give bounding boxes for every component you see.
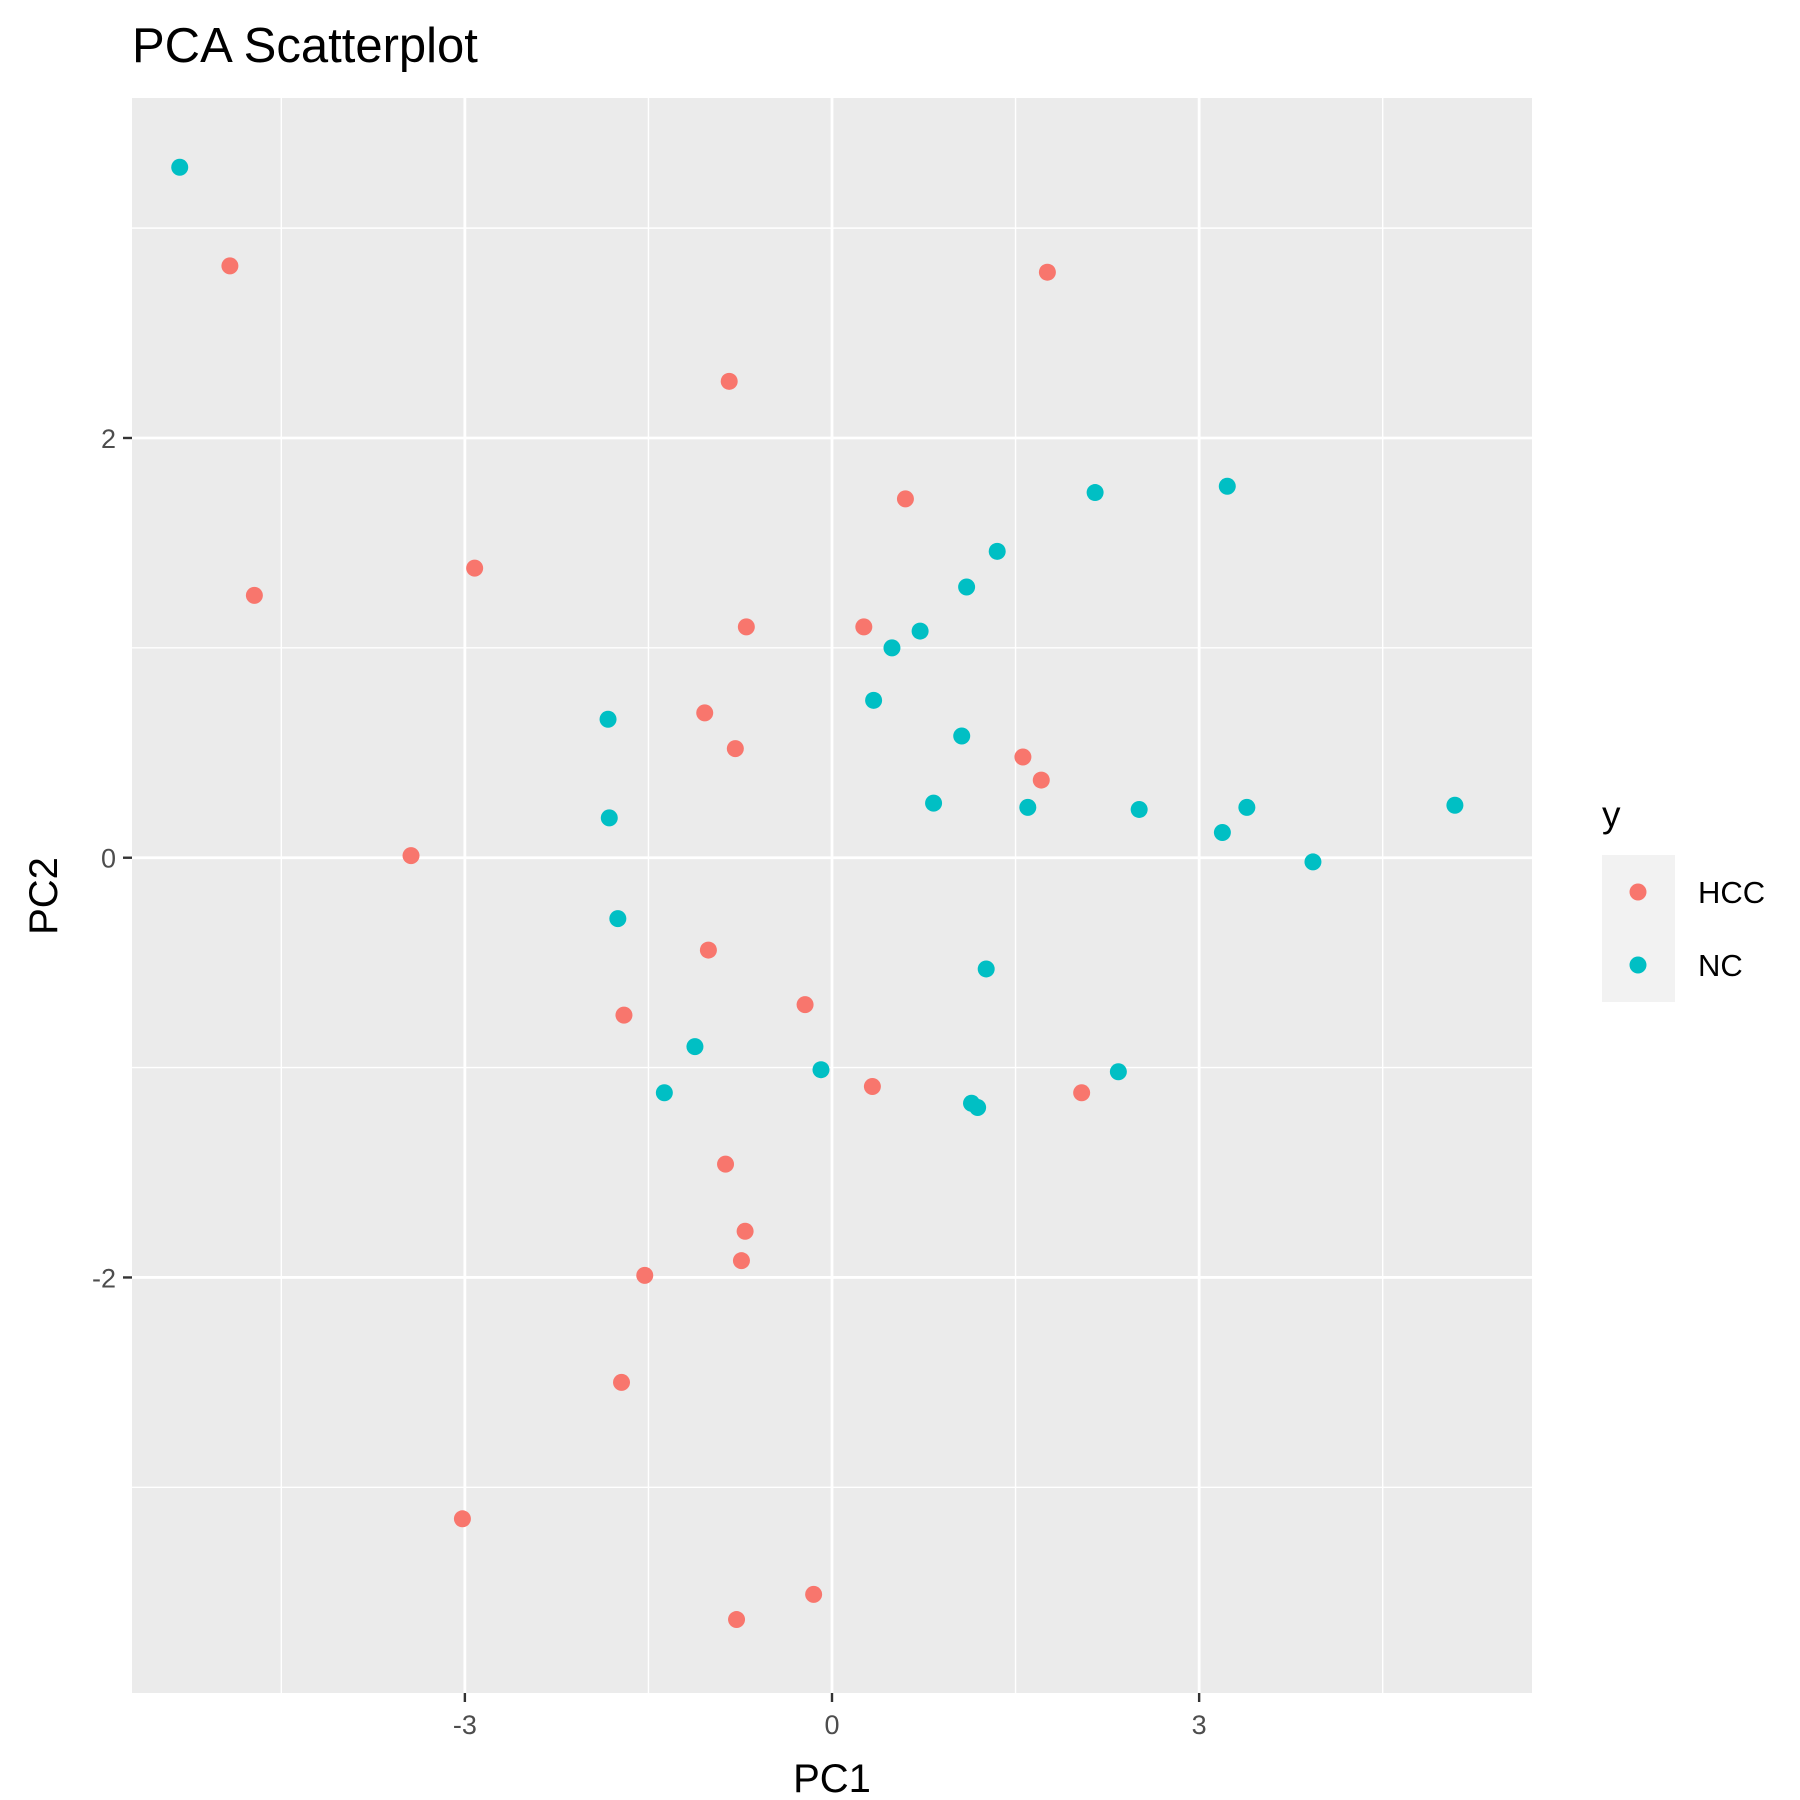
- data-point-hcc: [732, 1252, 750, 1270]
- data-point-hcc: [1038, 263, 1056, 281]
- data-point-nc: [1109, 1063, 1127, 1081]
- data-point-hcc: [736, 1222, 754, 1240]
- data-point-nc: [1213, 824, 1231, 842]
- data-point-nc: [958, 578, 976, 596]
- data-point-nc: [1218, 477, 1236, 495]
- y-axis: -2 0 2: [92, 424, 132, 1293]
- y-tick-label: -2: [92, 1263, 116, 1293]
- data-point-nc: [988, 542, 1006, 560]
- legend-key-hcc: [1629, 883, 1647, 901]
- data-point-hcc: [1073, 1084, 1091, 1102]
- x-tick-label: 0: [824, 1710, 839, 1740]
- data-point-nc: [1019, 798, 1037, 816]
- data-point-nc: [1446, 796, 1464, 814]
- data-point-hcc: [613, 1373, 631, 1391]
- data-point-hcc: [855, 618, 873, 636]
- x-axis: -3 0 3: [453, 1693, 1207, 1740]
- data-point-hcc: [1014, 748, 1032, 766]
- data-points: [171, 158, 1464, 1629]
- data-point-nc: [812, 1061, 830, 1079]
- data-point-hcc: [728, 1611, 746, 1629]
- data-point-nc: [925, 794, 943, 812]
- y-axis-title: PC2: [22, 857, 66, 935]
- major-gridlines: [132, 98, 1532, 1693]
- data-point-hcc: [796, 996, 814, 1014]
- legend-label-hcc: HCC: [1698, 875, 1765, 910]
- data-point-nc: [865, 691, 883, 709]
- data-point-hcc: [466, 559, 484, 577]
- data-point-hcc: [737, 618, 755, 636]
- x-tick-label: 3: [1192, 1710, 1207, 1740]
- data-point-nc: [911, 622, 929, 640]
- data-point-nc: [953, 727, 971, 745]
- data-point-hcc: [863, 1077, 881, 1095]
- y-tick-label: 2: [101, 424, 116, 454]
- data-point-hcc: [221, 257, 239, 275]
- data-point-hcc: [717, 1155, 735, 1173]
- data-point-hcc: [1032, 771, 1050, 789]
- x-tick-label: -3: [453, 1710, 477, 1740]
- legend-label-nc: NC: [1698, 948, 1743, 983]
- data-point-hcc: [696, 704, 714, 722]
- data-point-nc: [655, 1084, 673, 1102]
- data-point-nc: [1086, 484, 1104, 502]
- data-point-nc: [599, 710, 617, 728]
- data-point-hcc: [726, 740, 744, 758]
- x-axis-title: PC1: [793, 1757, 871, 1800]
- data-point-nc: [1238, 798, 1256, 816]
- data-point-nc: [883, 639, 901, 657]
- data-point-hcc: [453, 1510, 471, 1528]
- legend-title: y: [1602, 794, 1621, 835]
- data-point-nc: [600, 809, 618, 827]
- chart-title: PCA Scatterplot: [132, 19, 478, 73]
- legend-key-background: [1602, 855, 1675, 1002]
- legend: y HCC NC: [1602, 794, 1765, 1002]
- data-point-hcc: [402, 847, 420, 865]
- data-point-nc: [1304, 853, 1322, 871]
- legend-key-nc: [1629, 956, 1647, 974]
- data-point-nc: [977, 960, 995, 978]
- data-point-nc: [1130, 800, 1148, 818]
- data-point-hcc: [636, 1266, 654, 1284]
- data-point-hcc: [805, 1585, 823, 1603]
- data-point-nc: [969, 1098, 987, 1116]
- data-point-hcc: [615, 1006, 633, 1024]
- data-point-hcc: [896, 490, 914, 508]
- data-point-nc: [609, 910, 627, 928]
- y-tick-label: 0: [101, 844, 116, 874]
- data-point-hcc: [699, 941, 717, 959]
- data-point-hcc: [245, 586, 263, 604]
- data-point-hcc: [720, 372, 738, 390]
- data-point-nc: [171, 158, 189, 176]
- data-point-nc: [686, 1038, 704, 1056]
